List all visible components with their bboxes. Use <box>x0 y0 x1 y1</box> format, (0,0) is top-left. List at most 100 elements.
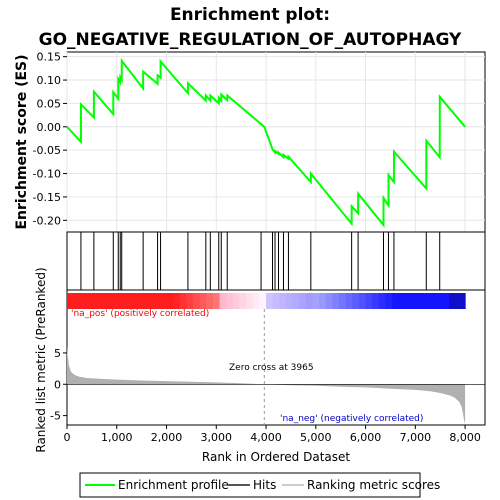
color-bar-segment <box>279 293 287 309</box>
x-tick-label: 4,000 <box>250 431 282 444</box>
zero-cross-label: Zero cross at 3965 <box>229 363 314 373</box>
color-bar-segment <box>319 293 327 309</box>
es-y-tick-label: -0.15 <box>33 191 61 204</box>
metric-frame <box>66 289 486 426</box>
color-bar-segment <box>146 293 154 309</box>
color-bar-segment <box>186 293 194 309</box>
color-bar-segment <box>449 293 466 309</box>
color-bar-segment <box>100 293 108 309</box>
es-y-tick-label: 0.00 <box>37 121 62 134</box>
color-bar-segment <box>80 293 88 309</box>
chart-title-line1: Enrichment plot: <box>170 5 330 25</box>
color-bar-segment <box>139 293 148 309</box>
es-y-axis-label: Enrichment score (ES) <box>14 54 30 229</box>
color-bar-segment <box>332 293 340 309</box>
color-bar-segment <box>425 293 433 309</box>
x-tick-label: 0 <box>64 431 71 444</box>
color-bar-segment <box>299 293 307 309</box>
x-axis-label: Rank in Ordered Dataset <box>202 450 350 464</box>
es-gridlines <box>66 52 485 232</box>
es-panel: 0.15 0.10 0.05 0.00 -0.05 -0.10 -0.15 -0.20 Enr… <box>14 51 486 233</box>
color-bar-segment <box>285 293 294 309</box>
x-tick-label: 2,000 <box>151 431 183 444</box>
color-bar-segment <box>179 293 188 309</box>
color-bar-segment <box>73 293 81 309</box>
metric-y-tick-label: 5 <box>54 347 61 360</box>
legend-profile-label: Enrichment profile <box>118 478 229 492</box>
x-tick-label: 8,000 <box>449 431 481 444</box>
color-bar-segment <box>226 293 234 309</box>
color-bar-segment <box>266 293 274 309</box>
es-y-tick-label: -0.10 <box>33 168 61 181</box>
metric-y-ticks: 5 0 -5 <box>50 347 67 423</box>
color-bar-segment <box>378 293 387 309</box>
color-bar-segment <box>113 293 121 309</box>
es-y-tick-label: -0.20 <box>33 214 61 227</box>
legend: Enrichment profile Hits Ranking metric s… <box>79 472 440 498</box>
color-bar-segment <box>106 293 115 309</box>
enrichment-profile-line <box>66 57 466 228</box>
x-tick-label: 3,000 <box>201 431 233 444</box>
es-y-tick-label: -0.05 <box>33 144 61 157</box>
color-bar-segment <box>166 293 174 309</box>
es-y-ticks: 0.15 0.10 0.05 0.00 -0.05 -0.10 -0.15 -0.20 <box>33 51 67 227</box>
color-bar-segment <box>259 293 267 309</box>
color-bar-segment <box>345 293 353 309</box>
color-bar-segment <box>67 293 75 309</box>
color-bar-segment <box>133 293 141 309</box>
metric-panel: 'na_pos' (positively correlated) 'na_neg… <box>34 267 486 464</box>
color-bar-segment <box>325 293 333 309</box>
metric-y-tick-label: 0 <box>54 378 61 391</box>
color-bar-segment <box>246 293 254 309</box>
color-bar-segment <box>398 293 406 309</box>
color-bar-segment <box>153 293 161 309</box>
color-bar-segment <box>352 293 360 309</box>
color-bar-segment <box>239 293 247 309</box>
color-bar-segment <box>339 293 347 309</box>
metric-y-axis-label: Ranked list metric (PreRanked) <box>34 267 48 452</box>
es-y-tick-label: 0.05 <box>37 97 62 110</box>
color-bar-segment <box>199 293 207 309</box>
metric-x-ticks: 0 1,000 2,000 3,000 4,000 5,000 6,000 7,000 8,00… <box>64 425 481 444</box>
color-bar-segment <box>252 293 261 309</box>
color-bar-segment <box>445 293 453 309</box>
color-bar-segment <box>232 293 241 309</box>
color-bar-segment <box>438 293 446 309</box>
hits-panel <box>66 231 486 291</box>
color-bar-segment <box>431 293 440 309</box>
legend-metric-label: Ranking metric scores <box>307 478 440 492</box>
color-bar-segment <box>412 293 420 309</box>
x-tick-label: 1,000 <box>101 431 133 444</box>
x-tick-label: 7,000 <box>400 431 432 444</box>
color-bar-segment <box>193 293 201 309</box>
color-bar-segment <box>418 293 426 309</box>
color-bar-segment <box>392 293 400 309</box>
color-bar-segment <box>126 293 134 309</box>
x-tick-label: 6,000 <box>350 431 382 444</box>
color-bar-segment <box>365 293 373 309</box>
color-bar-segment <box>86 293 95 309</box>
color-bar-segment <box>305 293 314 309</box>
es-y-tick-label: 0.15 <box>37 51 62 64</box>
color-bar-segment <box>372 293 380 309</box>
chart-title-line2: GO_NEGATIVE_REGULATION_OF_AUTOPHAGY <box>39 30 462 50</box>
color-bar-segment <box>312 293 320 309</box>
color-bar-segment <box>159 293 168 309</box>
metric-y-tick-label: -5 <box>50 410 61 423</box>
color-bar-segment <box>358 293 367 309</box>
ranking-color-bar <box>67 293 466 309</box>
color-bar-segment <box>292 293 300 309</box>
hits-frame <box>66 231 486 291</box>
color-bar-segment <box>272 293 280 309</box>
color-bar-segment <box>206 293 214 309</box>
hit-marks <box>80 232 441 290</box>
color-bar-segment <box>120 293 128 309</box>
negative-correlation-label: 'na_neg' (negatively correlated) <box>280 414 423 424</box>
color-bar-segment <box>219 293 227 309</box>
es-plot-frame <box>66 51 486 233</box>
color-bar-segment <box>93 293 101 309</box>
color-bar-segment <box>405 293 413 309</box>
color-bar-segment <box>173 293 181 309</box>
es-y-tick-label: 0.10 <box>37 74 62 87</box>
